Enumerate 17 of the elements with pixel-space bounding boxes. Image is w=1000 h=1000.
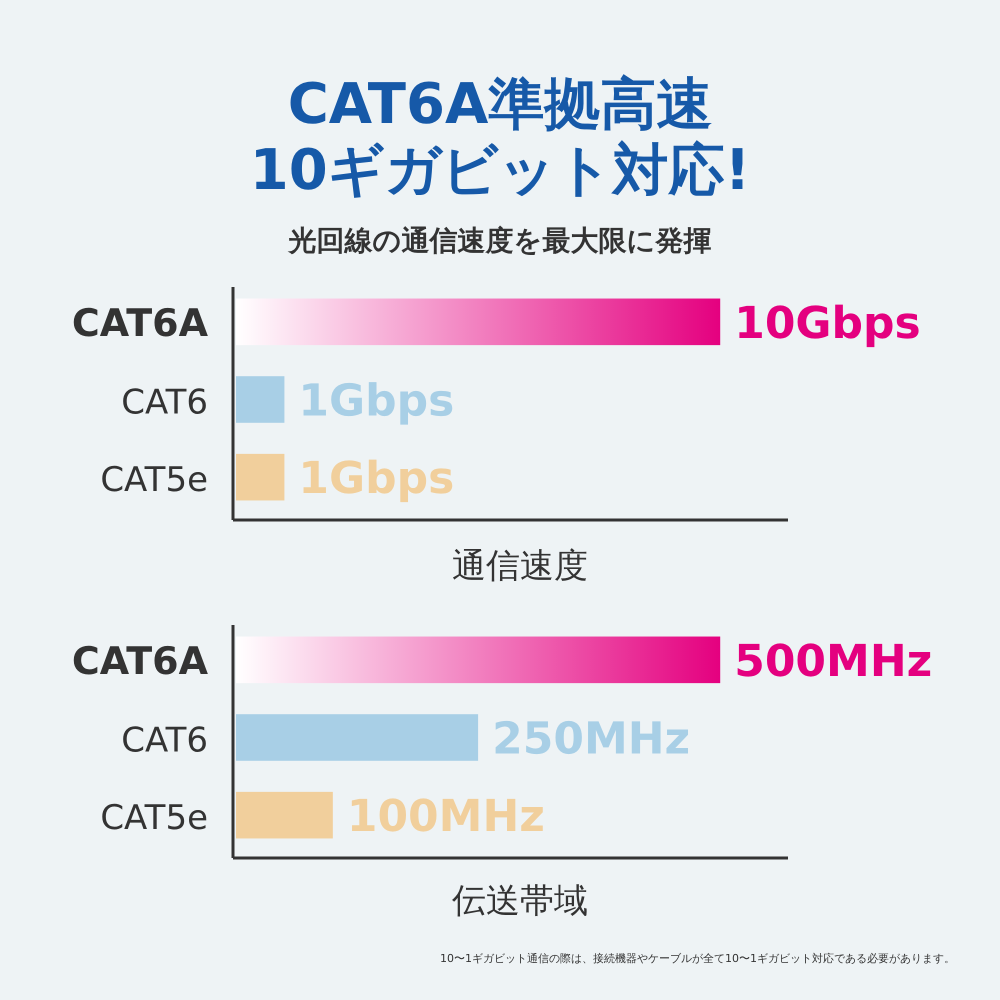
y-tick-label: CAT5e [100,798,208,838]
data-label: 10Gbps [734,298,921,349]
y-tick-label: CAT6 [121,382,208,422]
text: 10〜1ギガビット通信の際は、接続機器やケーブルが全て10〜1ギガビット対応である必要があります。 [440,952,955,965]
data-label: 1Gbps [298,453,454,504]
data-label: 500MHz [734,636,932,687]
chart-subtitle: 光回線の通信速度を最大限に発揮 [286,224,712,257]
data-label: 100MHz [346,791,545,842]
x-axis-title: 伝送帯域 [452,881,588,921]
y-tick-label: CAT6A [72,300,209,345]
data-label: 250MHz [492,714,690,764]
chart-title: CAT6A準拠高速10ギガビット対応! [248,72,752,204]
y-tick-label: CAT6 [121,720,208,760]
data-label: 1Gbps [298,376,454,426]
y-tick-label: CAT6A [72,638,209,683]
y-tick-label: CAT5e [100,460,208,500]
x-axis-title: 通信速度 [452,546,588,586]
